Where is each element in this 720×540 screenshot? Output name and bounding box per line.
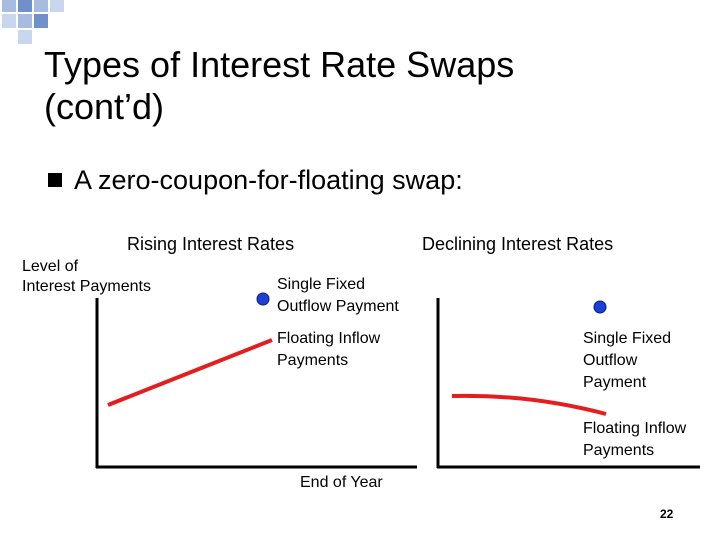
rising-chart-title: Rising Interest Rates	[127, 234, 295, 254]
declining-floating-label-line-2: Payments	[583, 442, 655, 459]
declining-fixed-label-line-1: Single Fixed	[583, 330, 672, 347]
rising-floating-line	[107, 338, 273, 407]
title-line-2: (cont’d)	[44, 86, 165, 127]
page-number: 22	[660, 507, 674, 521]
declining-fixed-label: Single Fixed Outflow Payment	[583, 328, 671, 394]
x-axis-label: End of Year	[300, 474, 383, 491]
declining-floating-label-line-1: Floating Inflow	[583, 420, 687, 437]
page-title: Types of Interest Rate Swaps (cont’d)	[44, 44, 684, 128]
y-axis-label-line-1: Level of	[22, 258, 79, 275]
rising-floating-label-line-1: Floating Inflow	[277, 330, 381, 347]
rising-floating-label-line-2: Payments	[277, 352, 349, 369]
bullet-square-icon	[48, 173, 62, 187]
y-axis-label: Level of Interest Payments	[22, 257, 151, 297]
title-line-1: Types of Interest Rate Swaps	[44, 44, 515, 85]
rising-fixed-label-line-2: Outflow Payment	[277, 298, 399, 315]
bullet-text: A zero-coupon-for-floating swap:	[74, 165, 463, 195]
rising-fixed-label: Single Fixed Outflow Payment	[277, 274, 399, 318]
declining-fixed-label-line-3: Payment	[583, 374, 647, 391]
declining-fixed-label-line-2: Outflow	[583, 352, 638, 369]
declining-floating-label: Floating Inflow Payments	[583, 418, 686, 462]
rising-floating-label: Floating Inflow Payments	[277, 328, 380, 372]
declining-floating-curve	[451, 393, 607, 416]
declining-chart-title: Declining Interest Rates	[422, 234, 614, 254]
rising-fixed-payment-dot	[256, 292, 270, 306]
declining-fixed-payment-dot	[593, 300, 607, 314]
decorative-squares	[2, 0, 64, 44]
y-axis-label-line-2: Interest Payments	[22, 278, 151, 295]
rising-fixed-label-line-1: Single Fixed	[277, 276, 366, 293]
